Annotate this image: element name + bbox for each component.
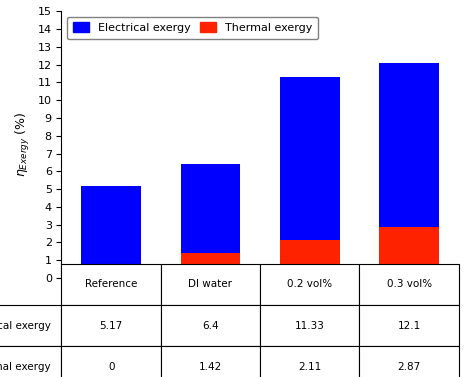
Bar bbox=[81, 186, 141, 278]
Bar bbox=[379, 63, 439, 278]
Legend: Electrical exergy, Thermal exergy: Electrical exergy, Thermal exergy bbox=[67, 17, 318, 39]
Y-axis label: $\eta_{Exergy}$ (%): $\eta_{Exergy}$ (%) bbox=[14, 112, 32, 177]
Bar bbox=[280, 241, 340, 278]
Bar bbox=[379, 227, 439, 278]
Bar bbox=[280, 77, 340, 278]
Bar bbox=[181, 253, 240, 278]
Bar bbox=[181, 164, 240, 278]
